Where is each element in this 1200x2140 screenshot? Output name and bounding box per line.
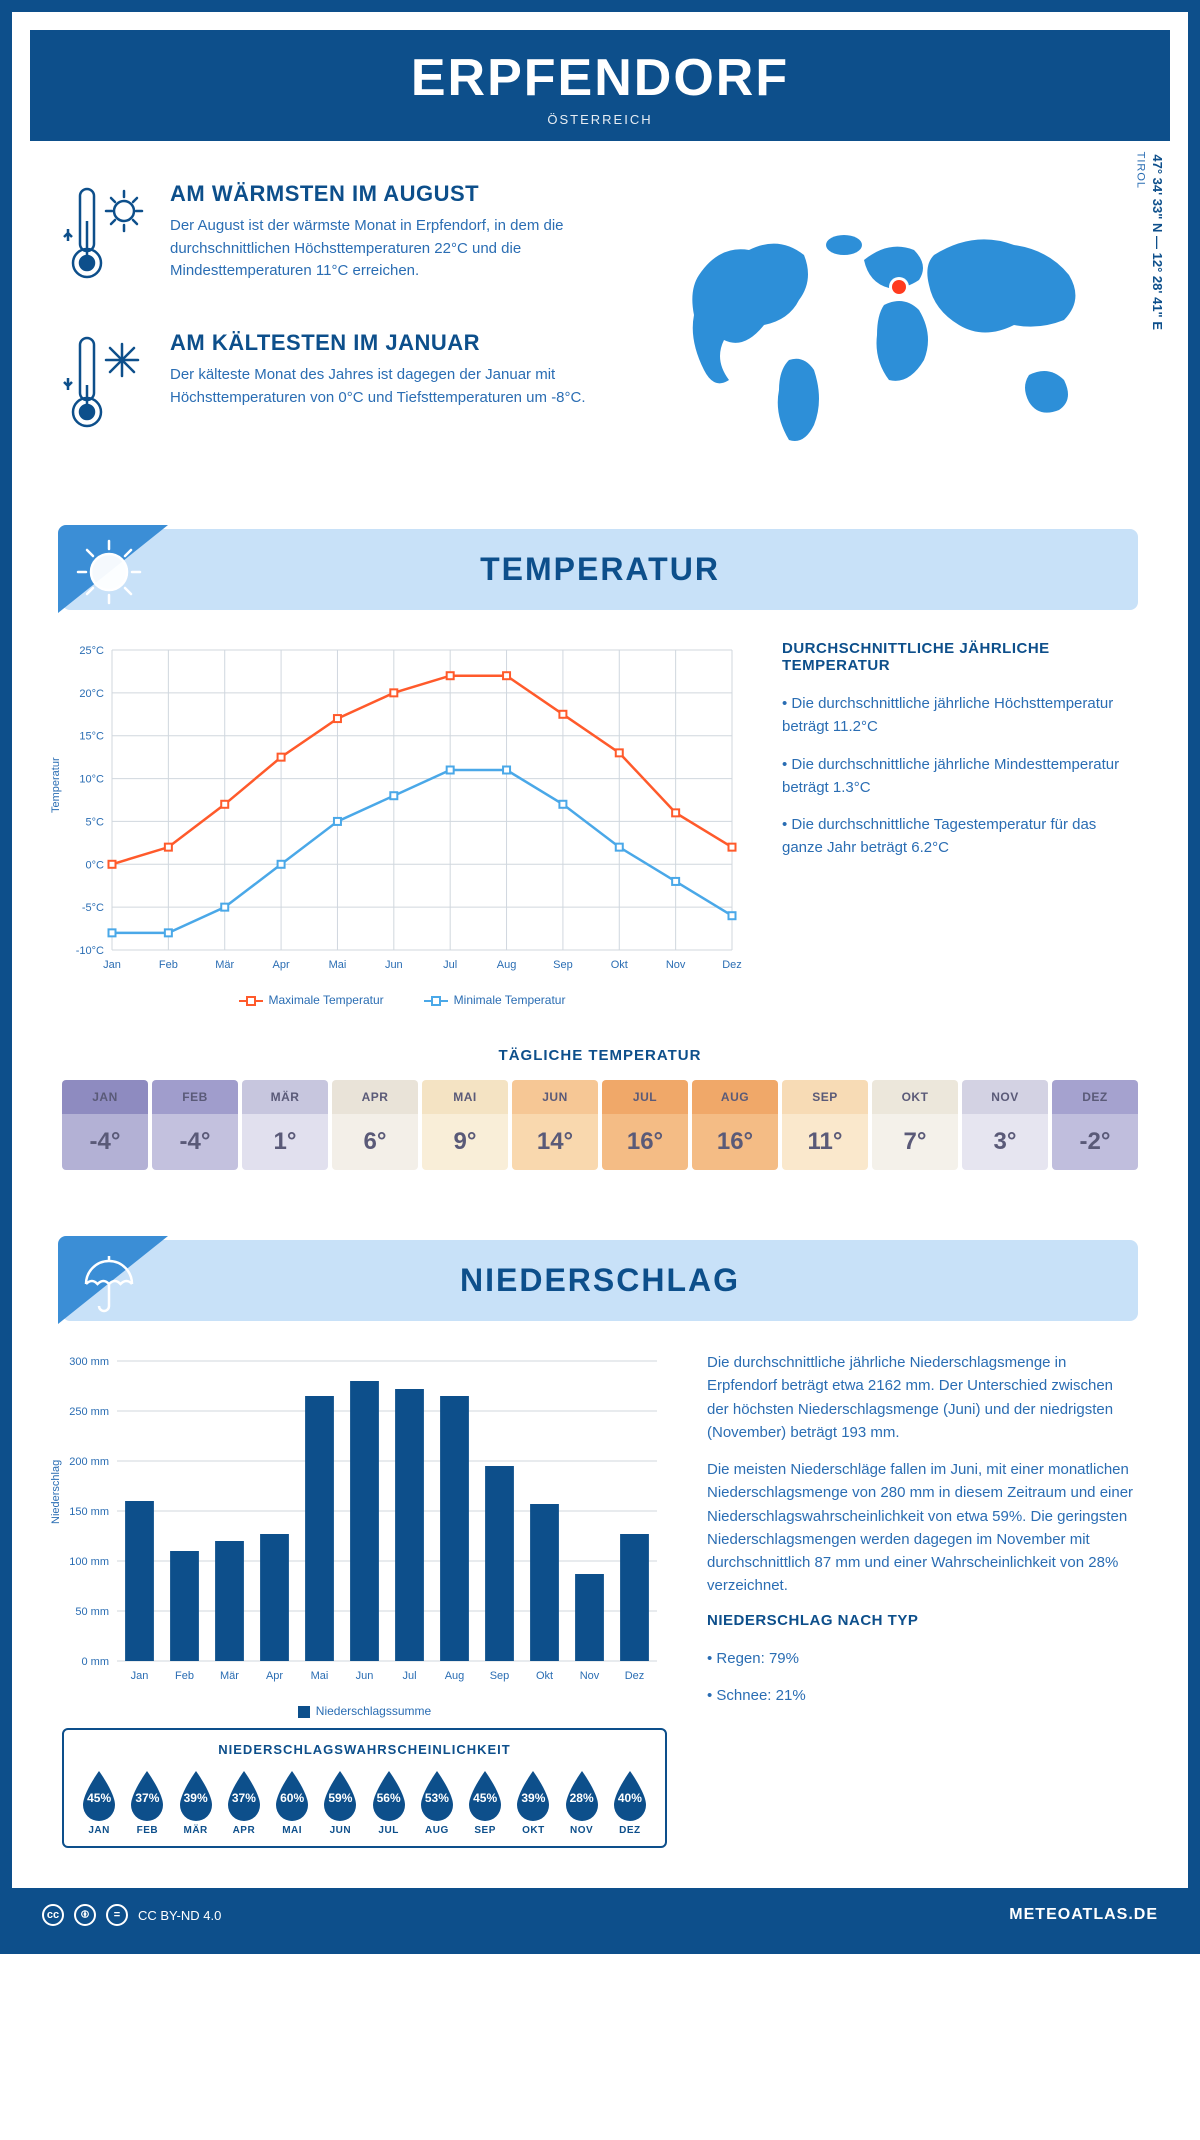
nd-icon: =	[106, 1904, 128, 1926]
svg-text:0°C: 0°C	[86, 859, 105, 871]
svg-text:Jul: Jul	[402, 1670, 416, 1682]
section-title: TEMPERATUR	[62, 551, 1138, 588]
svg-text:Mai: Mai	[329, 959, 347, 971]
coldest-text: Der kälteste Monat des Jahres ist dagege…	[170, 364, 610, 409]
drop-cell: 60%MAI	[271, 1769, 313, 1836]
cc-icon: cc	[42, 1904, 64, 1926]
svg-text:Jun: Jun	[385, 959, 403, 971]
section-title: NIEDERSCHLAG	[62, 1262, 1138, 1299]
svg-text:Aug: Aug	[445, 1670, 465, 1682]
month-cell: MÄR1°	[242, 1080, 328, 1170]
header: ERPFENDORF ÖSTERREICH	[30, 30, 1170, 141]
drop-cell: 53%AUG	[416, 1769, 458, 1836]
month-cell: DEZ-2°	[1052, 1080, 1138, 1170]
month-cell: JUN14°	[512, 1080, 598, 1170]
svg-text:Okt: Okt	[536, 1670, 553, 1682]
thermometer-sun-icon	[62, 181, 152, 296]
drop-cell: 39%OKT	[512, 1769, 554, 1836]
svg-text:Apr: Apr	[266, 1670, 283, 1682]
svg-text:Jun: Jun	[356, 1670, 374, 1682]
daily-temp-grid: JAN-4°FEB-4°MÄR1°APR6°MAI9°JUN14°JUL16°A…	[62, 1080, 1138, 1170]
svg-text:Mai: Mai	[311, 1670, 329, 1682]
warmest-text: Der August ist der wärmste Monat in Erpf…	[170, 215, 610, 283]
svg-text:Mär: Mär	[215, 959, 234, 971]
svg-text:Aug: Aug	[497, 959, 517, 971]
daily-temp-heading: TÄGLICHE TEMPERATUR	[62, 1047, 1138, 1064]
svg-text:Nov: Nov	[580, 1670, 600, 1682]
month-cell: MAI9°	[422, 1080, 508, 1170]
svg-text:5°C: 5°C	[86, 816, 105, 828]
warmest-block: AM WÄRMSTEN IM AUGUST Der August ist der…	[62, 181, 610, 296]
svg-text:Jul: Jul	[443, 959, 457, 971]
svg-text:Apr: Apr	[273, 959, 290, 971]
month-cell: FEB-4°	[152, 1080, 238, 1170]
drop-cell: 45%JAN	[78, 1769, 120, 1836]
precip-summary: Die durchschnittliche jährliche Niedersc…	[707, 1351, 1138, 1848]
warmest-title: AM WÄRMSTEN IM AUGUST	[170, 181, 610, 207]
drop-cell: 45%SEP	[464, 1769, 506, 1836]
svg-text:250 mm: 250 mm	[69, 1406, 109, 1418]
svg-text:-5°C: -5°C	[82, 902, 104, 914]
svg-text:50 mm: 50 mm	[75, 1606, 109, 1618]
footer: cc 🅯 = CC BY-ND 4.0 METEOATLAS.DE	[12, 1888, 1188, 1942]
coldest-block: AM KÄLTESTEN IM JANUAR Der kälteste Mona…	[62, 330, 610, 445]
svg-text:20°C: 20°C	[79, 688, 104, 700]
svg-text:Sep: Sep	[553, 959, 573, 971]
precip-banner: NIEDERSCHLAG	[62, 1240, 1138, 1321]
coldest-title: AM KÄLTESTEN IM JANUAR	[170, 330, 610, 356]
drop-cell: 28%NOV	[561, 1769, 603, 1836]
thermometer-snow-icon	[62, 330, 152, 445]
by-icon: 🅯	[74, 1904, 96, 1926]
month-cell: JAN-4°	[62, 1080, 148, 1170]
svg-text:Mär: Mär	[220, 1670, 239, 1682]
temp-legend: Maximale Temperatur Minimale Temperatur	[62, 993, 742, 1007]
drop-cell: 56%JUL	[368, 1769, 410, 1836]
svg-text:300 mm: 300 mm	[69, 1356, 109, 1368]
svg-text:Nov: Nov	[666, 959, 686, 971]
temperature-chart: Temperatur -10°C-5°C0°C5°C10°C15°C20°C25…	[62, 640, 742, 985]
month-cell: AUG16°	[692, 1080, 778, 1170]
drop-cell: 59%JUN	[319, 1769, 361, 1836]
svg-text:Feb: Feb	[175, 1670, 194, 1682]
svg-text:100 mm: 100 mm	[69, 1556, 109, 1568]
svg-text:15°C: 15°C	[79, 731, 104, 743]
svg-text:Jan: Jan	[131, 1670, 149, 1682]
drop-cell: 40%DEZ	[609, 1769, 651, 1836]
month-cell: APR6°	[332, 1080, 418, 1170]
drop-cell: 37%APR	[223, 1769, 265, 1836]
svg-text:0 mm: 0 mm	[82, 1656, 110, 1668]
month-cell: OKT7°	[872, 1080, 958, 1170]
svg-text:Jan: Jan	[103, 959, 121, 971]
svg-text:Dez: Dez	[625, 1670, 645, 1682]
svg-text:200 mm: 200 mm	[69, 1456, 109, 1468]
svg-text:10°C: 10°C	[79, 774, 104, 786]
region-label: TIROL	[1134, 152, 1146, 189]
sun-icon	[74, 537, 144, 612]
svg-text:-10°C: -10°C	[76, 945, 104, 957]
precip-probability: NIEDERSCHLAGSWAHRSCHEINLICHKEIT 45%JAN37…	[62, 1728, 667, 1848]
coordinates: 47° 34' 33" N — 12° 28' 41" E	[1151, 154, 1166, 330]
month-cell: NOV3°	[962, 1080, 1048, 1170]
drop-cell: 39%MÄR	[175, 1769, 217, 1836]
temperature-summary: DURCHSCHNITTLICHE JÄHRLICHE TEMPERATUR •…	[782, 640, 1138, 1007]
page-subtitle: ÖSTERREICH	[30, 112, 1170, 127]
drop-cell: 37%FEB	[126, 1769, 168, 1836]
svg-text:25°C: 25°C	[79, 645, 104, 657]
svg-text:Okt: Okt	[611, 959, 628, 971]
month-cell: JUL16°	[602, 1080, 688, 1170]
precip-legend: Niederschlagssumme	[62, 1704, 667, 1718]
brand: METEOATLAS.DE	[1009, 1906, 1158, 1924]
license-text: CC BY-ND 4.0	[138, 1908, 221, 1923]
svg-text:Feb: Feb	[159, 959, 178, 971]
temperature-banner: TEMPERATUR	[62, 529, 1138, 610]
svg-text:Sep: Sep	[490, 1670, 510, 1682]
svg-text:150 mm: 150 mm	[69, 1506, 109, 1518]
month-cell: SEP11°	[782, 1080, 868, 1170]
world-map: TIROL 47° 34' 33" N — 12° 28' 41" E	[640, 181, 1138, 479]
svg-text:Dez: Dez	[722, 959, 742, 971]
page-title: ERPFENDORF	[30, 48, 1170, 108]
precip-chart: Niederschlag 0 mm50 mm100 mm150 mm200 mm…	[62, 1351, 667, 1696]
umbrella-icon	[74, 1248, 144, 1323]
